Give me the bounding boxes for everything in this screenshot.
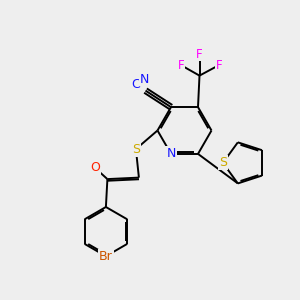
Text: C: C bbox=[131, 77, 140, 91]
Text: N: N bbox=[139, 73, 149, 86]
Text: N: N bbox=[166, 147, 176, 161]
Text: F: F bbox=[216, 58, 222, 72]
Text: F: F bbox=[196, 47, 203, 61]
Text: S: S bbox=[132, 142, 140, 156]
Text: O: O bbox=[90, 161, 100, 174]
Text: Br: Br bbox=[99, 250, 113, 263]
Text: F: F bbox=[178, 58, 184, 72]
Text: S: S bbox=[219, 156, 227, 170]
